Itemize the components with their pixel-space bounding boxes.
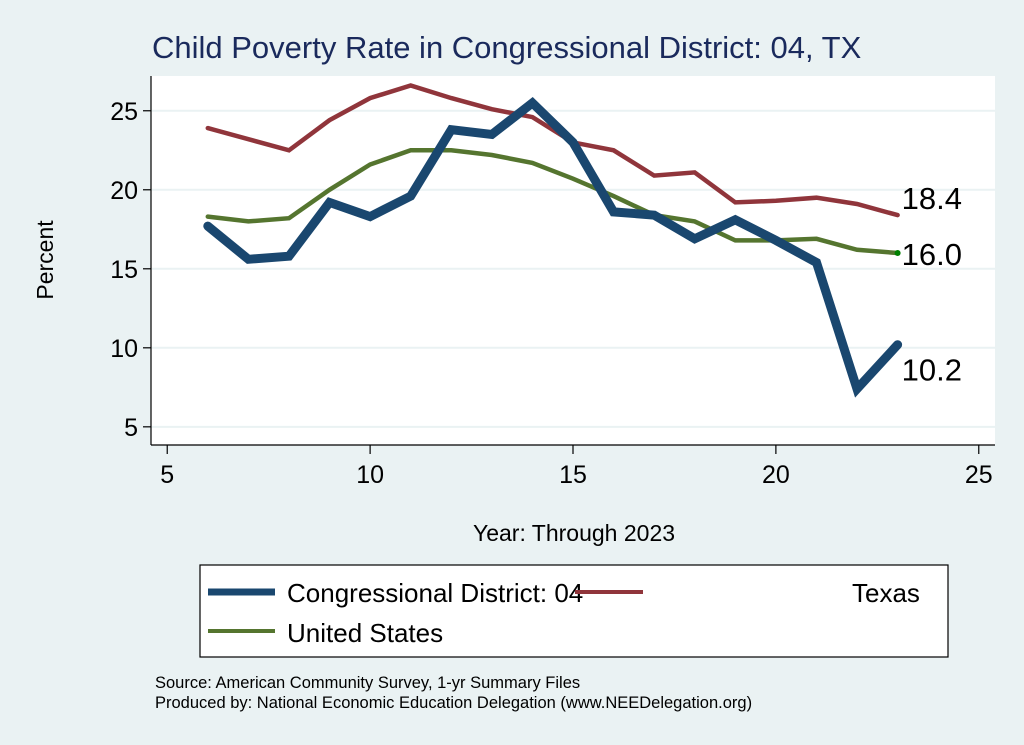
end-label-us: 16.0 [902, 237, 962, 272]
us-end-marker [894, 249, 901, 256]
y-ticks: 5 10 15 20 25 [110, 98, 151, 442]
x-ticks: 5 10 15 20 25 [160, 445, 993, 489]
end-label-texas: 18.4 [902, 181, 962, 216]
x-tick-label: 20 [762, 461, 790, 489]
x-tick-label: 5 [160, 461, 174, 489]
x-tick-label: 25 [965, 461, 993, 489]
y-tick-label: 20 [110, 177, 138, 205]
legend-label-cd04: Congressional District: 04 [287, 578, 583, 608]
y-tick-label: 25 [110, 98, 138, 126]
end-label-cd04: 10.2 [902, 353, 962, 388]
series-line-cd04 [203, 96, 903, 398]
chart-title: Child Poverty Rate in Congressional Dist… [152, 30, 862, 65]
y-tick-label: 5 [124, 414, 138, 442]
legend: Congressional District: 04 Texas United … [199, 564, 949, 658]
legend-label-texas: Texas [852, 578, 920, 608]
end-labels: 10.2 18.4 16.0 [902, 181, 962, 388]
x-tick-label: 15 [559, 461, 587, 489]
legend-label-us: United States [287, 618, 443, 648]
producer-note: Produced by: National Economic Education… [155, 694, 752, 712]
y-tick-label: 10 [110, 335, 138, 363]
legend-box [199, 564, 949, 658]
gridlines [151, 109, 995, 428]
y-tick-label: 15 [110, 256, 138, 284]
y-axis-title: Percent [32, 220, 58, 300]
series-line-texas [205, 83, 900, 218]
series-lines [203, 83, 903, 398]
x-tick-label: 10 [356, 461, 384, 489]
x-axis-title: Year: Through 2023 [473, 520, 675, 546]
source-note: Source: American Community Survey, 1-yr … [155, 674, 580, 692]
